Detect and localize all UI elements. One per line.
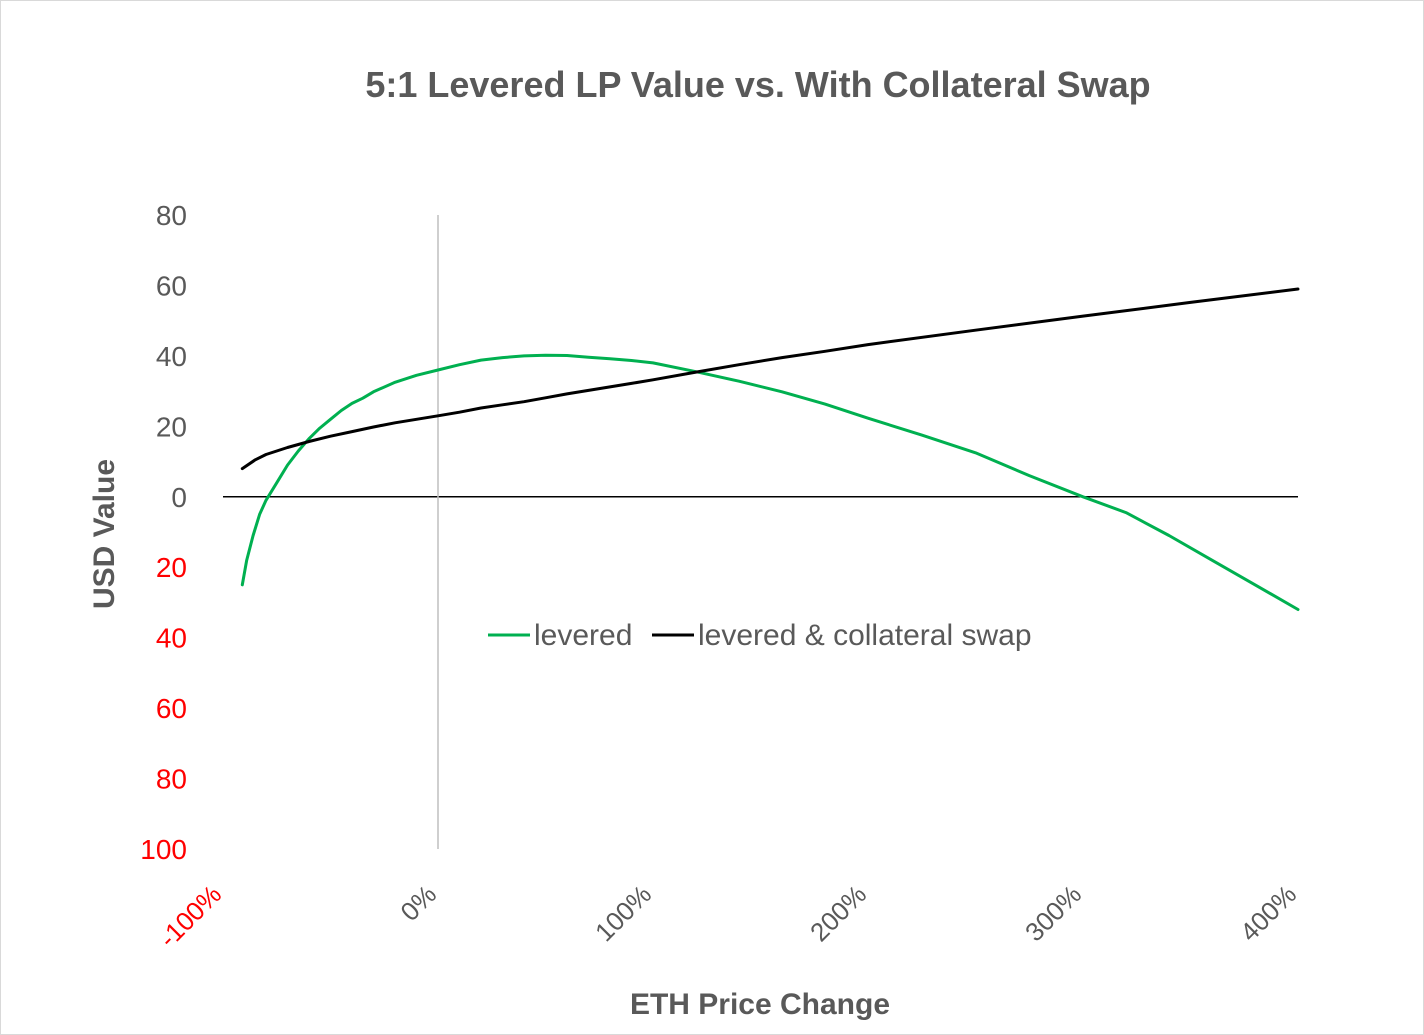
y-tick-label: 80: [156, 200, 187, 231]
axes: [223, 215, 1298, 849]
y-axis-tick-labels: 80 60 40 20 0 20 40 60 80 100: [140, 200, 187, 865]
x-tick-label: -100%: [153, 879, 227, 953]
legend-label-levered: levered: [534, 619, 632, 652]
y-axis-title: USD Value: [88, 459, 121, 609]
y-tick-label: 20: [156, 552, 187, 583]
y-tick-label: 40: [156, 623, 187, 654]
y-tick-label: 40: [156, 341, 187, 372]
y-tick-label: 60: [156, 693, 187, 724]
series-line-levered-collateral-swap: [240, 287, 1300, 471]
legend: levered levered & collateral swap: [488, 619, 1032, 652]
x-tick-label: 200%: [804, 879, 872, 947]
y-tick-label: 100: [140, 834, 187, 865]
x-tick-label: 100%: [589, 879, 657, 947]
x-tick-label: 0%: [394, 879, 442, 927]
chart-title: 5:1 Levered LP Value vs. With Collateral…: [365, 64, 1150, 105]
x-tick-label: 400%: [1234, 879, 1302, 947]
series-lines: [240, 287, 1300, 611]
series-line-levered: [240, 353, 1300, 611]
y-tick-label: 80: [156, 764, 187, 795]
x-tick-label: 300%: [1019, 879, 1087, 947]
y-tick-label: 20: [156, 411, 187, 442]
y-tick-label: 60: [156, 270, 187, 301]
y-tick-label: 0: [171, 482, 187, 513]
x-axis-tick-labels: -100% 0% 100% 200% 300% 400%: [153, 879, 1302, 953]
x-axis-title: ETH Price Change: [630, 988, 890, 1021]
legend-label-levered-collateral-swap: levered & collateral swap: [698, 619, 1032, 652]
